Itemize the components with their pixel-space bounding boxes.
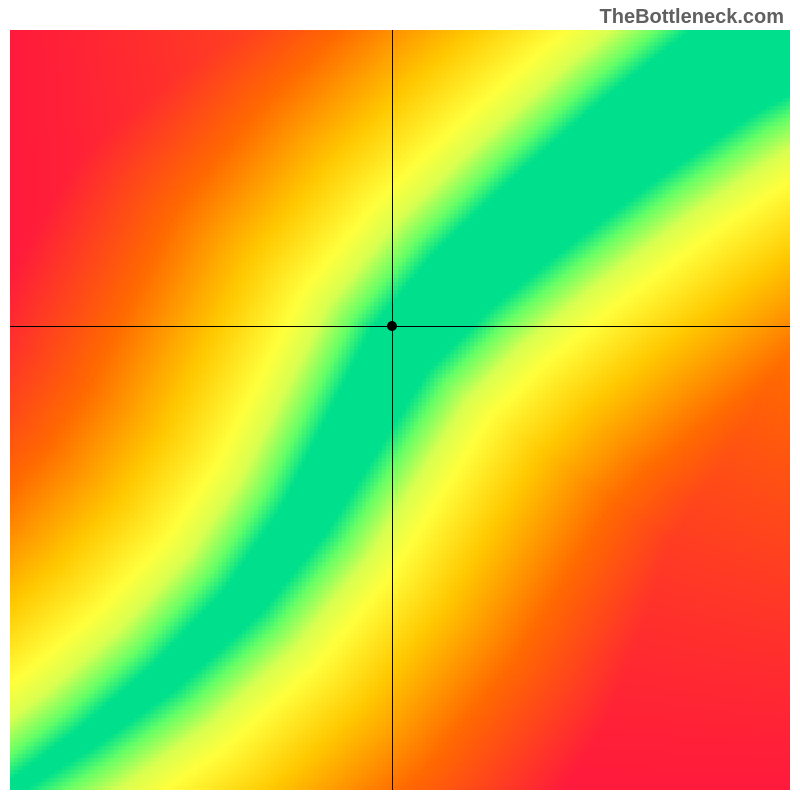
bottleneck-heatmap (10, 30, 790, 790)
watermark: TheBottleneck.com (600, 6, 784, 29)
selected-point-marker (387, 321, 397, 331)
crosshair-horizontal (10, 326, 790, 327)
heatmap-canvas (10, 30, 790, 790)
crosshair-vertical (392, 30, 393, 790)
